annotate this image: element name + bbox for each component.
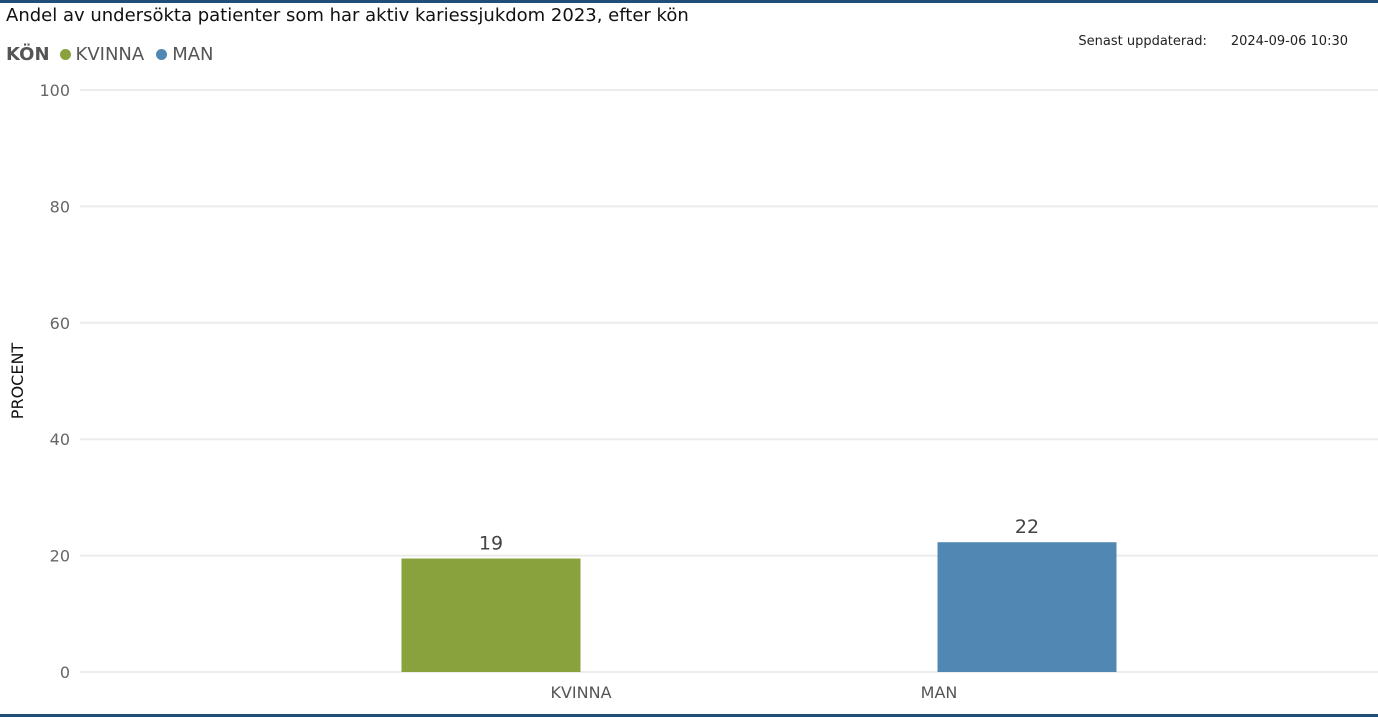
chart-title: Andel av undersökta patienter som har ak…: [6, 5, 689, 26]
y-tick-label: 100: [39, 81, 70, 100]
legend-title: KÖN: [6, 44, 50, 65]
data-label: 22: [1015, 516, 1039, 538]
legend-marker-icon: [59, 49, 71, 60]
data-label: 19: [479, 533, 503, 555]
legend-item-kvinna[interactable]: KVINNA: [59, 44, 145, 65]
last-updated: Senast uppdaterad: 2024-09-06 10:30: [1078, 34, 1348, 49]
legend-label: KVINNA: [75, 44, 145, 65]
legend-marker-icon: [156, 49, 168, 60]
bottom-border: [0, 714, 1378, 717]
top-border: [0, 0, 1378, 3]
y-tick-label: 60: [50, 314, 70, 333]
last-updated-value: 2024-09-06 10:30: [1230, 34, 1348, 49]
legend-item-man[interactable]: MAN: [156, 44, 214, 65]
bar-man: [937, 542, 1117, 672]
x-tick-label: MAN: [921, 683, 958, 702]
y-tick-label: 40: [50, 430, 70, 449]
bar-kvinna: [401, 558, 581, 672]
y-axis-title: PROCENT: [8, 343, 27, 420]
legend-label: MAN: [172, 44, 214, 65]
y-tick-label: 0: [60, 663, 70, 682]
y-tick-label: 80: [50, 197, 70, 216]
y-tick-label: 20: [50, 547, 70, 566]
legend: KÖN KVINNA MAN: [6, 44, 220, 65]
last-updated-label: Senast uppdaterad:: [1078, 34, 1207, 49]
x-tick-label: KVINNA: [550, 683, 611, 702]
